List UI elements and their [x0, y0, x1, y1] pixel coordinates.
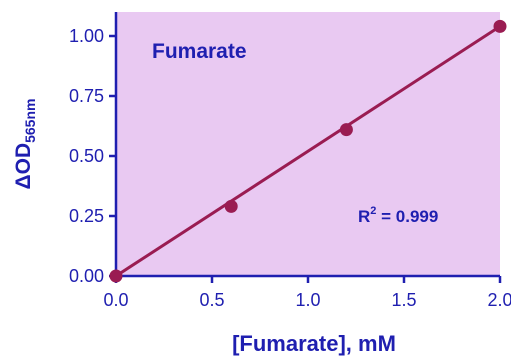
- fit-line: [115, 25, 501, 278]
- x-tick-label: 1.0: [295, 290, 320, 310]
- x-tick-label: 0.5: [199, 290, 224, 310]
- ticks: 0.0 0.5 1.0 1.5 2.0 0.00 0.25 0.50 0.75 1.00: [69, 26, 511, 310]
- inset-label: Fumarate: [152, 40, 247, 63]
- y-tick-label: 0.00: [69, 266, 104, 286]
- r-squared-value: = 0.999: [376, 207, 438, 226]
- y-axis-title-main: ΔOD: [12, 143, 35, 190]
- y-axis-title: ΔOD565nm: [12, 99, 38, 190]
- y-axis-title-subscript: 565nm: [22, 99, 38, 143]
- r-squared-prefix: R: [358, 207, 370, 226]
- r-squared-superscript: 2: [370, 205, 376, 217]
- x-tick-label: 0.0: [103, 290, 128, 310]
- y-tick-label: 1.00: [69, 26, 104, 46]
- data-point: [493, 19, 507, 33]
- series-layer: [109, 19, 507, 283]
- r-squared-label: R2 = 0.999: [358, 205, 438, 226]
- y-tick-label: 0.25: [69, 206, 104, 226]
- y-tick-label: 0.75: [69, 86, 104, 106]
- data-point: [224, 199, 238, 213]
- data-point: [109, 269, 123, 283]
- x-axis-title: [Fumarate], mM: [232, 331, 396, 356]
- plot-background: [116, 12, 500, 276]
- y-tick-label: 0.50: [69, 146, 104, 166]
- data-point: [339, 123, 353, 137]
- x-tick-label: 2.0: [487, 290, 511, 310]
- x-tick-label: 1.5: [391, 290, 416, 310]
